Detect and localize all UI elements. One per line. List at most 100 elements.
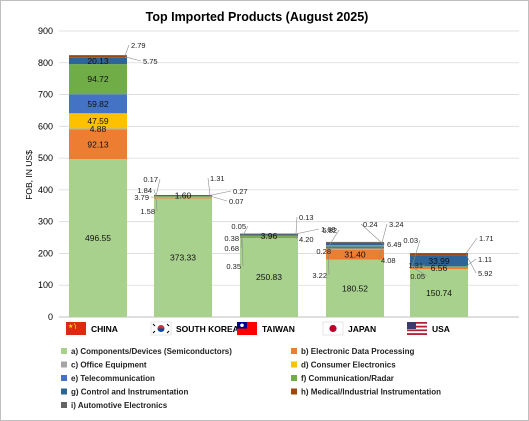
chart-title: Top Imported Products (August 2025) xyxy=(146,10,369,24)
legend-item-c-office-equipment: c) Office Equipment xyxy=(61,361,147,370)
data-label: 0.05 xyxy=(231,222,246,231)
bar-segment xyxy=(69,159,127,317)
legend-item-g-control-and-instrumentation: g) Control and Instrumentation xyxy=(61,388,188,397)
leader-line xyxy=(241,237,244,267)
leader-line xyxy=(465,237,478,254)
bar-segment xyxy=(154,195,212,197)
flag-japan-icon xyxy=(322,321,344,336)
leader-line xyxy=(411,264,426,268)
legend-label: d) Consumer Electronics xyxy=(301,361,396,370)
bar-stack-japan xyxy=(326,241,384,317)
bar-segment xyxy=(326,249,384,260)
data-label: 33.99 xyxy=(428,256,450,266)
data-label: 0.38 xyxy=(224,234,239,243)
bar-segment xyxy=(69,129,127,160)
leader-line xyxy=(360,223,383,244)
leader-line xyxy=(207,177,211,196)
legend-swatch xyxy=(61,375,67,381)
leader-line xyxy=(155,198,158,212)
leader-line xyxy=(153,189,157,197)
data-label: 3.96 xyxy=(261,231,278,241)
data-label: 31.40 xyxy=(344,250,366,260)
bar-segment xyxy=(154,196,212,198)
leader-line xyxy=(209,190,232,196)
data-label: 6.56 xyxy=(431,263,448,273)
y-tick-label: 800 xyxy=(38,58,53,68)
y-tick-label: 200 xyxy=(38,248,53,258)
leader-line xyxy=(327,249,330,276)
data-label: 3.79 xyxy=(134,193,149,202)
data-label: 1.31 xyxy=(210,174,225,183)
bar-segment xyxy=(154,194,212,196)
legend-label: b) Electronic Data Processing xyxy=(301,347,414,356)
legend-item-i-automotive-electronics: i) Automotive Electronics xyxy=(61,401,168,410)
category-labels: ★ CHINA SOUTH KOREA TAIWAN JAPAN USA xyxy=(66,321,450,336)
data-label: 373.33 xyxy=(170,253,196,263)
bar-segment xyxy=(69,94,127,114)
legend-item-f-communication-radar: f) Communication/Radar xyxy=(291,374,394,383)
y-tick-label: 500 xyxy=(38,153,53,163)
data-label: 94.72 xyxy=(87,74,109,84)
legend-label: a) Components/Devices (Semiconductors) xyxy=(71,347,232,356)
leader-line xyxy=(327,229,340,248)
data-label: 1.71 xyxy=(479,234,494,243)
y-tick-label: 400 xyxy=(38,185,53,195)
bar-segment xyxy=(240,237,298,317)
bar-stack-taiwan xyxy=(240,233,298,317)
flag-taiwan-icon xyxy=(237,322,257,335)
bar-stack-china xyxy=(69,55,127,317)
legend-label: c) Office Equipment xyxy=(71,361,147,370)
leader-line xyxy=(465,254,477,274)
svg-text:★: ★ xyxy=(68,323,73,330)
leader-line xyxy=(378,245,383,261)
data-label: 0.68 xyxy=(224,244,239,253)
data-label: 0.13 xyxy=(299,213,314,222)
legend-label: h) Medical/Industrial Instrumentation xyxy=(301,388,441,397)
data-label: 0.07 xyxy=(229,197,244,206)
data-label: 20.13 xyxy=(87,56,109,66)
bar-segment xyxy=(69,128,127,130)
data-label: 2.79 xyxy=(131,41,146,50)
legend-label: i) Automotive Electronics xyxy=(71,401,168,410)
leader-line xyxy=(295,216,298,234)
legend-item-h-medical-industrial-instrumentation: h) Medical/Industrial Instrumentation xyxy=(291,388,441,397)
bar-segment xyxy=(410,255,468,267)
bar-segment xyxy=(326,246,384,249)
flag-south-korea-icon xyxy=(150,321,172,336)
bar-segment xyxy=(410,266,468,268)
data-label: 496.55 xyxy=(85,233,111,243)
bar-segment xyxy=(410,269,468,317)
leader-line xyxy=(381,223,388,243)
leader-line xyxy=(155,178,161,197)
legend-swatch xyxy=(61,348,67,354)
leader-line xyxy=(411,239,421,267)
bar-segment xyxy=(410,267,468,270)
legend-swatch xyxy=(61,388,67,395)
data-label: 0.35 xyxy=(226,262,241,271)
data-label: 47.59 xyxy=(87,116,109,126)
bar-segment xyxy=(69,57,127,65)
legend-label: f) Communication/Radar xyxy=(301,374,394,383)
bar-segment xyxy=(69,55,127,58)
leader-line xyxy=(411,266,428,277)
category-label-usa: USA xyxy=(432,324,450,334)
data-label: 4.88 xyxy=(90,124,107,134)
bar-segment xyxy=(410,266,468,268)
legend-swatch xyxy=(291,348,297,354)
leader-line xyxy=(240,236,243,239)
bar-segment xyxy=(154,198,212,317)
bar-segment xyxy=(154,197,212,199)
bar-segment xyxy=(326,241,384,243)
legend-item-e-telecommunication: e) Telecommunication xyxy=(61,374,155,383)
legend-item-d-consumer-electronics: d) Consumer Electronics xyxy=(291,361,396,370)
leader-line xyxy=(124,44,130,56)
bar-segment xyxy=(410,253,468,256)
legend-label: g) Control and Instrumentation xyxy=(71,388,188,397)
bar-segment xyxy=(326,242,384,244)
bar-segment xyxy=(240,234,298,236)
category-label-japan: JAPAN xyxy=(348,324,376,334)
data-label: 0.17 xyxy=(143,175,158,184)
bar-segment xyxy=(69,113,127,129)
legend-swatch xyxy=(61,402,67,408)
